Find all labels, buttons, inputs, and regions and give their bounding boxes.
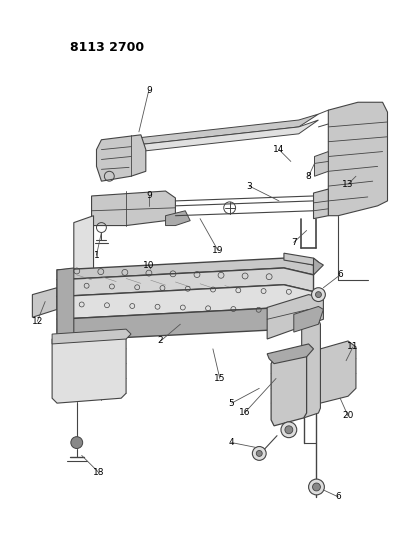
- Polygon shape: [314, 258, 323, 275]
- Text: 15: 15: [214, 374, 226, 383]
- Polygon shape: [57, 285, 314, 319]
- Polygon shape: [92, 191, 175, 225]
- Text: 8113 2700: 8113 2700: [70, 41, 144, 54]
- Text: 8: 8: [306, 172, 312, 181]
- Circle shape: [256, 450, 262, 456]
- Text: 11: 11: [347, 342, 359, 351]
- Text: 1: 1: [94, 251, 99, 260]
- Polygon shape: [267, 344, 314, 364]
- Circle shape: [312, 288, 326, 302]
- Circle shape: [71, 437, 83, 448]
- Text: 16: 16: [239, 408, 250, 417]
- Text: 19: 19: [212, 246, 224, 255]
- Text: 4: 4: [229, 438, 234, 447]
- Circle shape: [316, 292, 321, 297]
- Text: 20: 20: [342, 411, 354, 421]
- Circle shape: [281, 422, 297, 438]
- Polygon shape: [121, 114, 319, 147]
- Circle shape: [285, 426, 293, 434]
- Polygon shape: [294, 306, 323, 332]
- Text: 13: 13: [342, 180, 354, 189]
- Polygon shape: [166, 211, 190, 225]
- Text: 6: 6: [337, 270, 343, 279]
- Polygon shape: [302, 319, 321, 418]
- Text: 18: 18: [93, 467, 104, 477]
- Text: 3: 3: [247, 182, 252, 191]
- Circle shape: [312, 483, 321, 491]
- Text: 9: 9: [146, 86, 152, 95]
- Text: 5: 5: [229, 399, 235, 408]
- Polygon shape: [267, 295, 323, 339]
- Polygon shape: [57, 308, 314, 341]
- Text: 14: 14: [273, 145, 285, 154]
- Polygon shape: [284, 253, 319, 265]
- Polygon shape: [97, 135, 146, 181]
- Polygon shape: [52, 329, 131, 344]
- Polygon shape: [52, 334, 126, 403]
- Polygon shape: [57, 258, 314, 280]
- Polygon shape: [121, 120, 319, 154]
- Polygon shape: [321, 341, 356, 403]
- Text: 9: 9: [146, 191, 152, 200]
- Text: 2: 2: [158, 336, 164, 345]
- Polygon shape: [32, 288, 57, 317]
- Polygon shape: [57, 268, 74, 341]
- Polygon shape: [74, 216, 94, 278]
- Text: 12: 12: [32, 317, 43, 326]
- Polygon shape: [271, 351, 307, 426]
- Text: 7: 7: [291, 238, 297, 247]
- Text: 6: 6: [335, 492, 341, 502]
- Polygon shape: [57, 268, 314, 296]
- Polygon shape: [74, 268, 200, 289]
- Circle shape: [309, 479, 324, 495]
- Polygon shape: [328, 102, 388, 216]
- Polygon shape: [314, 151, 328, 176]
- Text: 10: 10: [143, 261, 155, 270]
- Circle shape: [252, 447, 266, 461]
- Polygon shape: [314, 189, 328, 219]
